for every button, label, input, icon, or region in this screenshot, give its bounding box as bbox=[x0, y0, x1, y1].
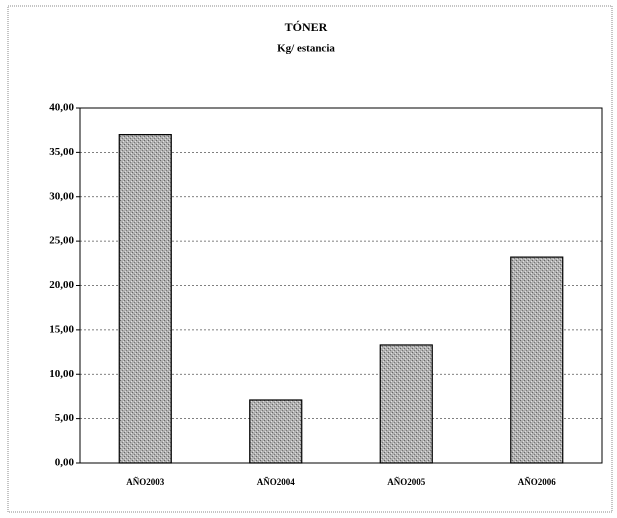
y-tick-label: 30,00 bbox=[49, 190, 74, 202]
y-tick-label: 20,00 bbox=[49, 279, 74, 291]
y-tick-label: 15,00 bbox=[49, 323, 74, 335]
y-tick-label: 35,00 bbox=[49, 146, 74, 158]
x-tick-label: AÑO2004 bbox=[257, 477, 295, 487]
y-tick-label: 10,00 bbox=[49, 368, 74, 380]
bar bbox=[249, 399, 303, 464]
bar bbox=[510, 256, 564, 464]
plot-area bbox=[79, 107, 603, 464]
y-tick-label: 25,00 bbox=[49, 235, 74, 247]
x-tick-label: AÑO2003 bbox=[126, 477, 164, 487]
chart-title: TÓNER bbox=[285, 20, 328, 34]
chart-border bbox=[7, 5, 613, 513]
chart-subtitle: Kg/ estancia bbox=[277, 43, 335, 55]
x-tick-label: AÑO2005 bbox=[387, 477, 425, 487]
x-tick-label: AÑO2006 bbox=[518, 477, 556, 487]
y-tick-label: 0,00 bbox=[55, 457, 75, 469]
y-tick-label: 40,00 bbox=[49, 102, 74, 114]
bar bbox=[118, 134, 172, 464]
bar bbox=[379, 344, 433, 464]
y-tick-label: 5,00 bbox=[55, 412, 75, 424]
